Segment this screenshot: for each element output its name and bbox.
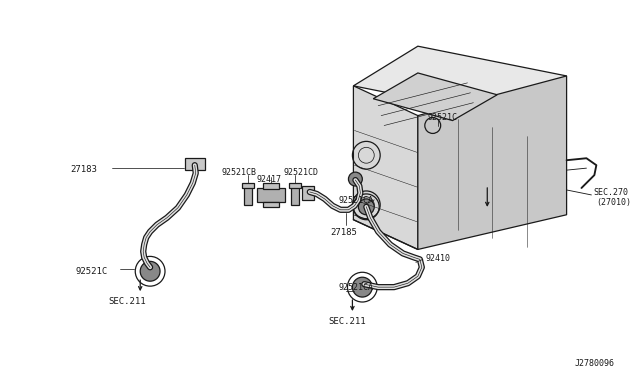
- Polygon shape: [353, 46, 566, 116]
- Text: 92521CA: 92521CA: [338, 196, 373, 205]
- Text: 92521CB: 92521CB: [221, 168, 257, 177]
- Bar: [291, 185, 299, 205]
- Text: SEC.270: SEC.270: [593, 188, 628, 197]
- Bar: [257, 188, 285, 202]
- Bar: [243, 183, 254, 188]
- Bar: [263, 183, 279, 189]
- Bar: [185, 158, 205, 170]
- Circle shape: [140, 262, 160, 281]
- Polygon shape: [353, 86, 418, 250]
- Polygon shape: [418, 76, 566, 250]
- Text: 92410: 92410: [426, 254, 451, 263]
- Circle shape: [348, 172, 362, 186]
- Circle shape: [353, 277, 372, 297]
- Text: 92417: 92417: [256, 175, 281, 184]
- Bar: [289, 183, 301, 188]
- Text: 92521C: 92521C: [428, 113, 458, 122]
- Bar: [244, 185, 252, 205]
- Bar: [302, 186, 314, 200]
- Text: 92521CA: 92521CA: [339, 283, 374, 292]
- Polygon shape: [373, 73, 497, 121]
- Text: 92521CD: 92521CD: [284, 168, 319, 177]
- Text: 27185: 27185: [331, 228, 358, 237]
- Circle shape: [358, 199, 374, 215]
- Text: J2780096: J2780096: [574, 359, 614, 368]
- Text: 27183: 27183: [71, 165, 98, 174]
- Bar: [263, 202, 279, 207]
- Text: 92521C: 92521C: [76, 267, 108, 276]
- Text: (27010): (27010): [596, 198, 631, 207]
- Text: SEC.211: SEC.211: [328, 317, 366, 326]
- Text: SEC.211: SEC.211: [109, 297, 146, 306]
